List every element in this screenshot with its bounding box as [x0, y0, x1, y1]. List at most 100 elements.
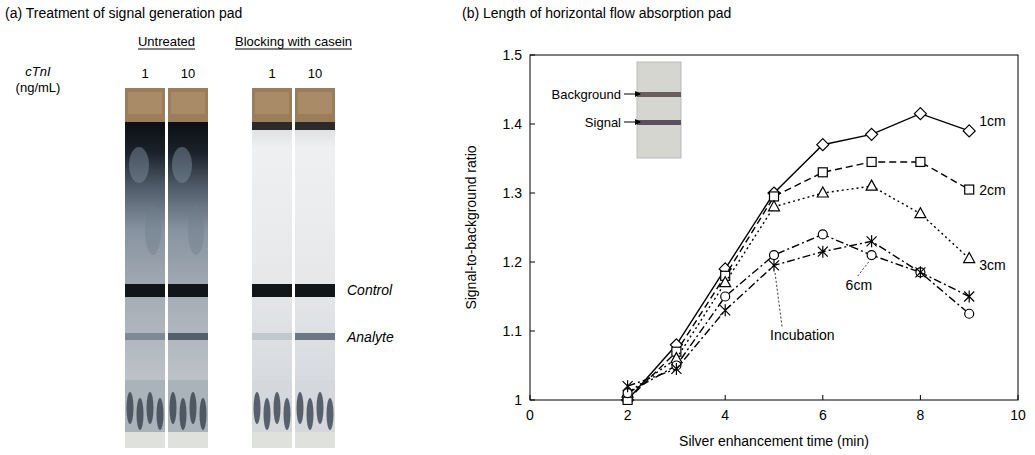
x-tick	[1018, 395, 1019, 400]
series-marker	[818, 168, 827, 177]
x-tick-label: 0	[526, 407, 534, 423]
streak	[254, 392, 261, 424]
plot-frame	[530, 55, 1018, 400]
series-label: 1cm	[979, 113, 1005, 129]
strip-end	[168, 432, 208, 448]
series-label: Incubation	[770, 327, 835, 343]
analyte-unit: (ng/mL)	[16, 80, 61, 95]
x-axis-title: Silver enhancement time (min)	[679, 433, 869, 449]
series-marker	[914, 108, 926, 120]
series-marker	[916, 157, 925, 166]
streak	[147, 392, 154, 424]
strip-group: Blocking with casein110	[235, 34, 352, 448]
strip-edge	[295, 122, 335, 130]
series-marker	[770, 251, 779, 260]
strip-body	[168, 122, 208, 380]
annotation-arrowhead	[635, 119, 641, 125]
streak	[327, 398, 334, 430]
series-labels: 1cm2cm3cm6cmIncubation	[770, 113, 1006, 344]
lane-label: 1	[268, 66, 275, 81]
series	[622, 180, 975, 397]
streak	[200, 398, 207, 430]
y-tick	[530, 193, 535, 194]
y-tick-label: 1.3	[503, 185, 523, 201]
leader-line	[775, 272, 782, 326]
underline	[235, 49, 352, 50]
series-marker	[965, 309, 974, 318]
series-marker	[867, 235, 877, 247]
series-marker	[963, 125, 975, 137]
series-marker	[720, 304, 730, 316]
series-marker	[915, 266, 925, 278]
x-tick	[822, 395, 823, 400]
strip-bottom	[168, 380, 208, 432]
y-tick-label: 1.4	[503, 116, 523, 132]
series-marker	[866, 128, 878, 140]
inset-image	[637, 62, 681, 158]
x-tick	[920, 395, 921, 400]
annotation: Background	[552, 87, 621, 102]
streak	[274, 392, 281, 424]
annotation: Signal	[585, 115, 621, 130]
series-marker	[671, 363, 681, 375]
control-band	[125, 284, 165, 297]
y-tick	[530, 400, 535, 401]
streak	[137, 398, 144, 430]
series-marker	[965, 185, 974, 194]
series-marker	[769, 201, 780, 211]
figure: (a) Treatment of signal generation pad cT…	[0, 0, 1035, 455]
analyte-band	[168, 333, 208, 340]
streak	[157, 398, 164, 430]
stain	[172, 147, 192, 183]
series	[623, 157, 974, 404]
control-band	[295, 284, 335, 297]
plot-area	[622, 108, 976, 405]
strip-bottom	[252, 380, 292, 432]
series-marker	[964, 291, 974, 303]
stain	[145, 205, 161, 255]
control-band	[252, 284, 292, 297]
y-tick	[530, 124, 535, 125]
strip-top-shade	[171, 92, 205, 114]
analyte-band	[295, 333, 335, 340]
streak	[180, 398, 187, 430]
group-label: Untreated	[138, 34, 195, 49]
analyte-band	[252, 333, 292, 340]
panel-b: (b) Length of horizontal flow absorption…	[462, 5, 1026, 449]
strip-body	[125, 122, 165, 380]
strip-body	[295, 122, 335, 380]
series	[622, 108, 976, 405]
x-tick	[530, 395, 531, 400]
y-tick-label: 1.5	[503, 47, 523, 63]
series-marker	[817, 139, 829, 151]
y-axis-title: Signal-to-background ratio	[463, 145, 479, 309]
series-marker	[867, 157, 876, 166]
series-marker	[818, 246, 828, 258]
series-line	[628, 114, 970, 400]
strip	[168, 88, 208, 448]
analyte-name: cTnI	[25, 64, 51, 79]
series-label: 2cm	[979, 182, 1005, 198]
strip	[295, 88, 335, 448]
strip-end	[125, 432, 165, 448]
series-marker	[720, 277, 731, 287]
series-label: 3cm	[979, 257, 1005, 273]
y-tick-label: 1.1	[503, 323, 523, 339]
streak	[317, 392, 324, 424]
panel-title: (b) Length of horizontal flow absorption…	[462, 5, 731, 21]
y-tick-label: 1	[514, 392, 522, 408]
y-tick-label: 1.2	[503, 254, 523, 270]
series-line	[628, 241, 970, 386]
strip-top	[295, 88, 335, 122]
series-marker	[867, 251, 876, 260]
x-tick-label: 4	[721, 407, 729, 423]
streak	[284, 398, 291, 430]
panel-title: (a) Treatment of signal generation pad	[5, 5, 242, 21]
series-marker	[623, 380, 633, 392]
strip-body	[252, 122, 292, 380]
series-marker	[818, 230, 827, 239]
strip-end	[252, 432, 292, 448]
leader-line	[858, 262, 869, 276]
strip-top	[125, 88, 165, 122]
x-tick	[725, 395, 726, 400]
